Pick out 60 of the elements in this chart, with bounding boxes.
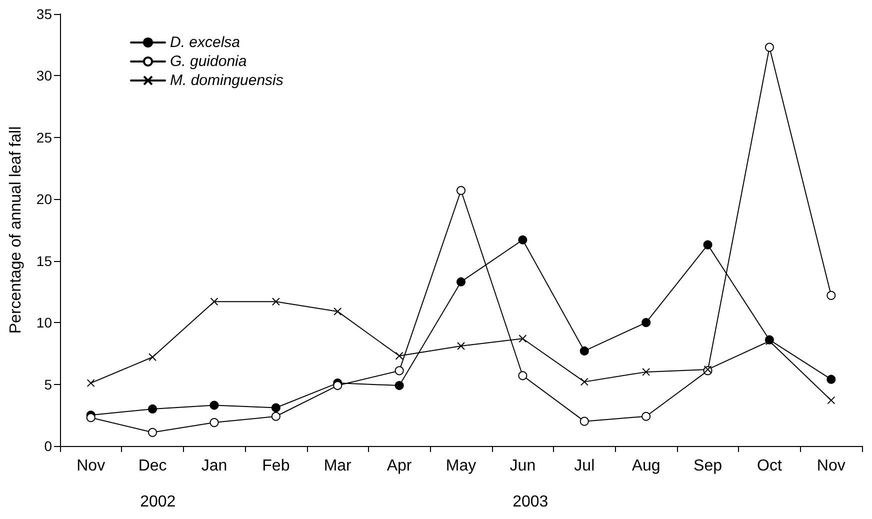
x-tick-label: Jan <box>201 458 228 474</box>
x-tick-label: Sep <box>694 458 722 474</box>
text: 2003 <box>512 494 548 510</box>
point <box>518 235 528 244</box>
point <box>642 412 651 421</box>
point <box>764 42 774 52</box>
point <box>271 412 280 421</box>
legend-label: G. guidonia <box>170 53 247 70</box>
y-tick-label: 35 <box>36 6 52 22</box>
point <box>642 368 650 376</box>
point <box>394 381 404 390</box>
point <box>642 318 651 328</box>
point <box>272 298 280 306</box>
x-tick-label: Feb <box>262 458 290 474</box>
point <box>86 413 96 422</box>
y-tick-label: 15 <box>36 252 52 269</box>
point <box>456 277 466 286</box>
x-tick-label: May <box>446 458 476 474</box>
text: 2002 <box>140 494 176 510</box>
point <box>334 307 342 316</box>
legend-label: M. dominguensis <box>170 72 284 89</box>
x-tick-label: Jul <box>574 458 595 474</box>
point <box>210 418 219 428</box>
point <box>86 379 95 388</box>
x-tick-label: Oct <box>757 458 782 474</box>
point <box>580 346 589 356</box>
y-tick-label: 5 <box>44 376 52 392</box>
point <box>826 290 836 300</box>
x-tick-label: Jun <box>510 458 536 474</box>
y-tick-label: 25 <box>36 129 52 146</box>
y-tick-label: 0 <box>44 438 52 454</box>
x-tick-label: Mar <box>324 458 352 474</box>
y-axis-title: Percentage of annual leaf fall <box>8 126 24 334</box>
point <box>518 371 528 380</box>
y-tick-label: 30 <box>36 68 52 84</box>
y-tick-label: 10 <box>36 314 52 331</box>
point <box>580 378 588 386</box>
point <box>333 381 342 390</box>
point <box>148 353 157 362</box>
point <box>703 240 712 250</box>
point <box>580 416 589 426</box>
point <box>394 366 404 376</box>
x-tick-label: Nov <box>816 458 846 474</box>
point <box>210 400 219 410</box>
x-tick-label: Dec <box>138 458 167 474</box>
point <box>148 428 158 437</box>
point <box>456 186 466 195</box>
point <box>271 403 280 412</box>
point <box>826 374 836 384</box>
legend-label: D. excelsa <box>170 34 240 51</box>
point <box>518 334 527 343</box>
x-tick-label: Nov <box>76 458 106 474</box>
x-tick-label: Aug <box>632 458 660 474</box>
point <box>148 404 158 414</box>
x-tick-label: Apr <box>386 458 412 474</box>
point <box>210 298 218 306</box>
point <box>457 342 465 350</box>
y-tick-label: 20 <box>36 191 52 208</box>
point <box>395 352 404 360</box>
point <box>827 396 836 404</box>
